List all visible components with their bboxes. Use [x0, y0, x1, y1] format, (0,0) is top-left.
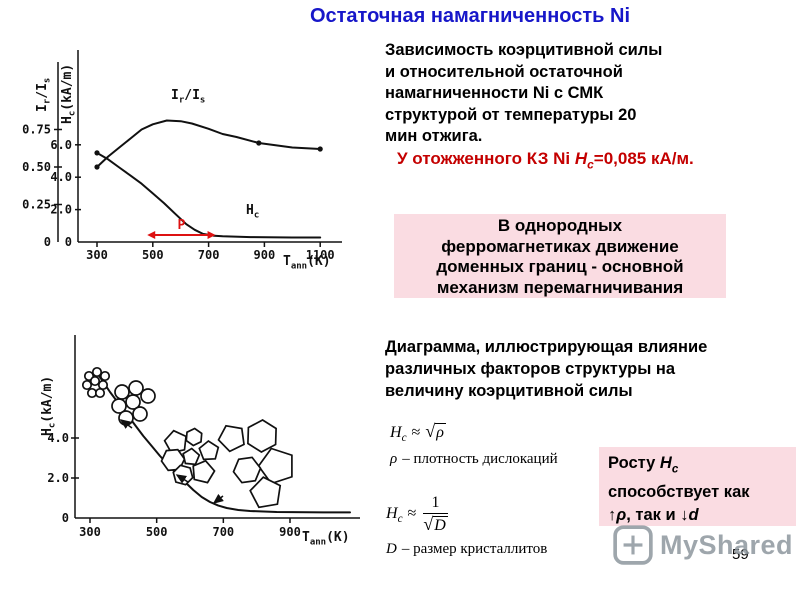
domain-wall-line: ферромагнетиках движение	[441, 236, 679, 256]
series-label-coercivity: Hc	[246, 203, 260, 221]
series-label-remanence: Ir/Is	[171, 88, 206, 106]
growth-line: ↑ρ, так и ↓d	[608, 506, 699, 525]
svg-text:500: 500	[146, 525, 168, 539]
svg-text:900: 900	[254, 248, 276, 262]
svg-text:0.75: 0.75	[22, 123, 51, 137]
svg-text:300: 300	[79, 525, 101, 539]
svg-text:2.0: 2.0	[47, 471, 69, 485]
svg-text:0: 0	[62, 511, 69, 525]
red-note-symbol: H	[574, 149, 588, 168]
intro-line: Зависимость коэрцитивной силы	[385, 41, 663, 59]
grain-size-note: D – размер кристаллитов	[386, 541, 548, 557]
fig1-x-axis-label: Tann(K)	[283, 254, 331, 272]
red-note: У отожженного КЗ Ni Hс=0,085 кА/м.	[397, 149, 694, 172]
svg-text:1100: 1100	[306, 248, 335, 262]
svg-text:6.0: 6.0	[50, 138, 72, 152]
grain-structure-sketches	[81, 366, 293, 509]
slide-title: Остаточная намагниченность Ni	[309, 5, 631, 27]
figure-grain-growth-curve: 4.0 2.0 0 300 500 700 900 Hc(kA/m) Tann(K)	[26, 330, 398, 582]
intro-line: структурой от температуры 20	[385, 105, 637, 124]
diagram-caption: Диаграмма, иллюстрирующая влияние различ…	[385, 336, 707, 402]
fig2-x-axis-label: Tann(K)	[302, 530, 350, 548]
fraction: 1 √D	[423, 494, 448, 534]
myshared-watermark: MyShared	[612, 524, 793, 566]
svg-text:0: 0	[65, 235, 72, 249]
svg-text:4.0: 4.0	[50, 170, 72, 184]
intro-line: и относительной остаточной	[385, 62, 623, 81]
annealing-curves-chart: 0.75 0.50 0.25 0 6.0 4.0 2.0 0 300 500 700 900 1100 P	[22, 50, 342, 262]
svg-text:4.0: 4.0	[47, 431, 69, 445]
domain-wall-line: доменных границ - основной	[436, 257, 684, 276]
caption-line: Диаграмма, иллюстрирующая влияние	[385, 338, 708, 356]
page-number: 59	[732, 546, 749, 563]
growth-note-box: Росту Hс способствует как ↑ρ, так и ↓d	[599, 447, 796, 526]
fig1-y-axis-label-coercivity: Hc(kA/m)	[60, 63, 78, 124]
domain-wall-line: механизм перемагничивания	[436, 277, 684, 297]
svg-text:900: 900	[279, 525, 301, 539]
growth-line: Росту Hс	[608, 454, 679, 476]
caption-line: различных факторов структуры на	[385, 360, 676, 378]
sqrt-sign: √	[425, 421, 436, 441]
svg-text:500: 500	[142, 248, 164, 262]
intro-line: мин отжига.	[385, 127, 483, 145]
red-note-value: =0,085 кА/м.	[593, 149, 694, 168]
formula-grain-size: Hc ≈1 √D	[386, 494, 448, 534]
intro-text: Зависимость коэрцитивной силы и относите…	[385, 40, 662, 148]
sqrt-sign: √	[423, 513, 434, 534]
intro-line: намагниченности Ni с СМК	[385, 84, 604, 102]
svg-text:700: 700	[212, 525, 234, 539]
red-note-prefix: У отожженного КЗ Ni	[397, 149, 575, 168]
caption-line: величину коэрцитивной силы	[385, 382, 633, 400]
grain-growth-chart: 4.0 2.0 0 300 500 700 900	[47, 335, 360, 539]
fig2-y-axis-label: Hc(kA/m)	[40, 375, 58, 436]
growth-line: способствует как	[608, 483, 750, 502]
domain-wall-box: В однородных ферромагнетиках движение до…	[394, 214, 726, 298]
svg-text:0: 0	[44, 235, 51, 249]
svg-text:700: 700	[198, 248, 220, 262]
svg-text:P: P	[177, 218, 185, 233]
up-arrow-glyph: ↑	[608, 506, 617, 525]
figure-annealing-curves: 0.75 0.50 0.25 0 6.0 4.0 2.0 0 300 500 700 900 1100 P…	[22, 38, 374, 296]
myshared-logo-icon	[613, 525, 653, 565]
svg-text:300: 300	[86, 248, 108, 262]
fig1-y-axis-label-remanence: Ir/Is	[35, 77, 53, 112]
formula-dislocations: Hc ≈ √ρ	[390, 421, 446, 445]
svg-text:0.50: 0.50	[22, 160, 51, 174]
svg-text:2.0: 2.0	[50, 203, 72, 217]
svg-text:0.25: 0.25	[22, 198, 51, 212]
domain-wall-line: В однородных	[497, 216, 623, 235]
dislocation-density-note: ρ – плотность дислокаций	[390, 451, 558, 467]
myshared-brand-text: MyShared	[660, 529, 794, 560]
